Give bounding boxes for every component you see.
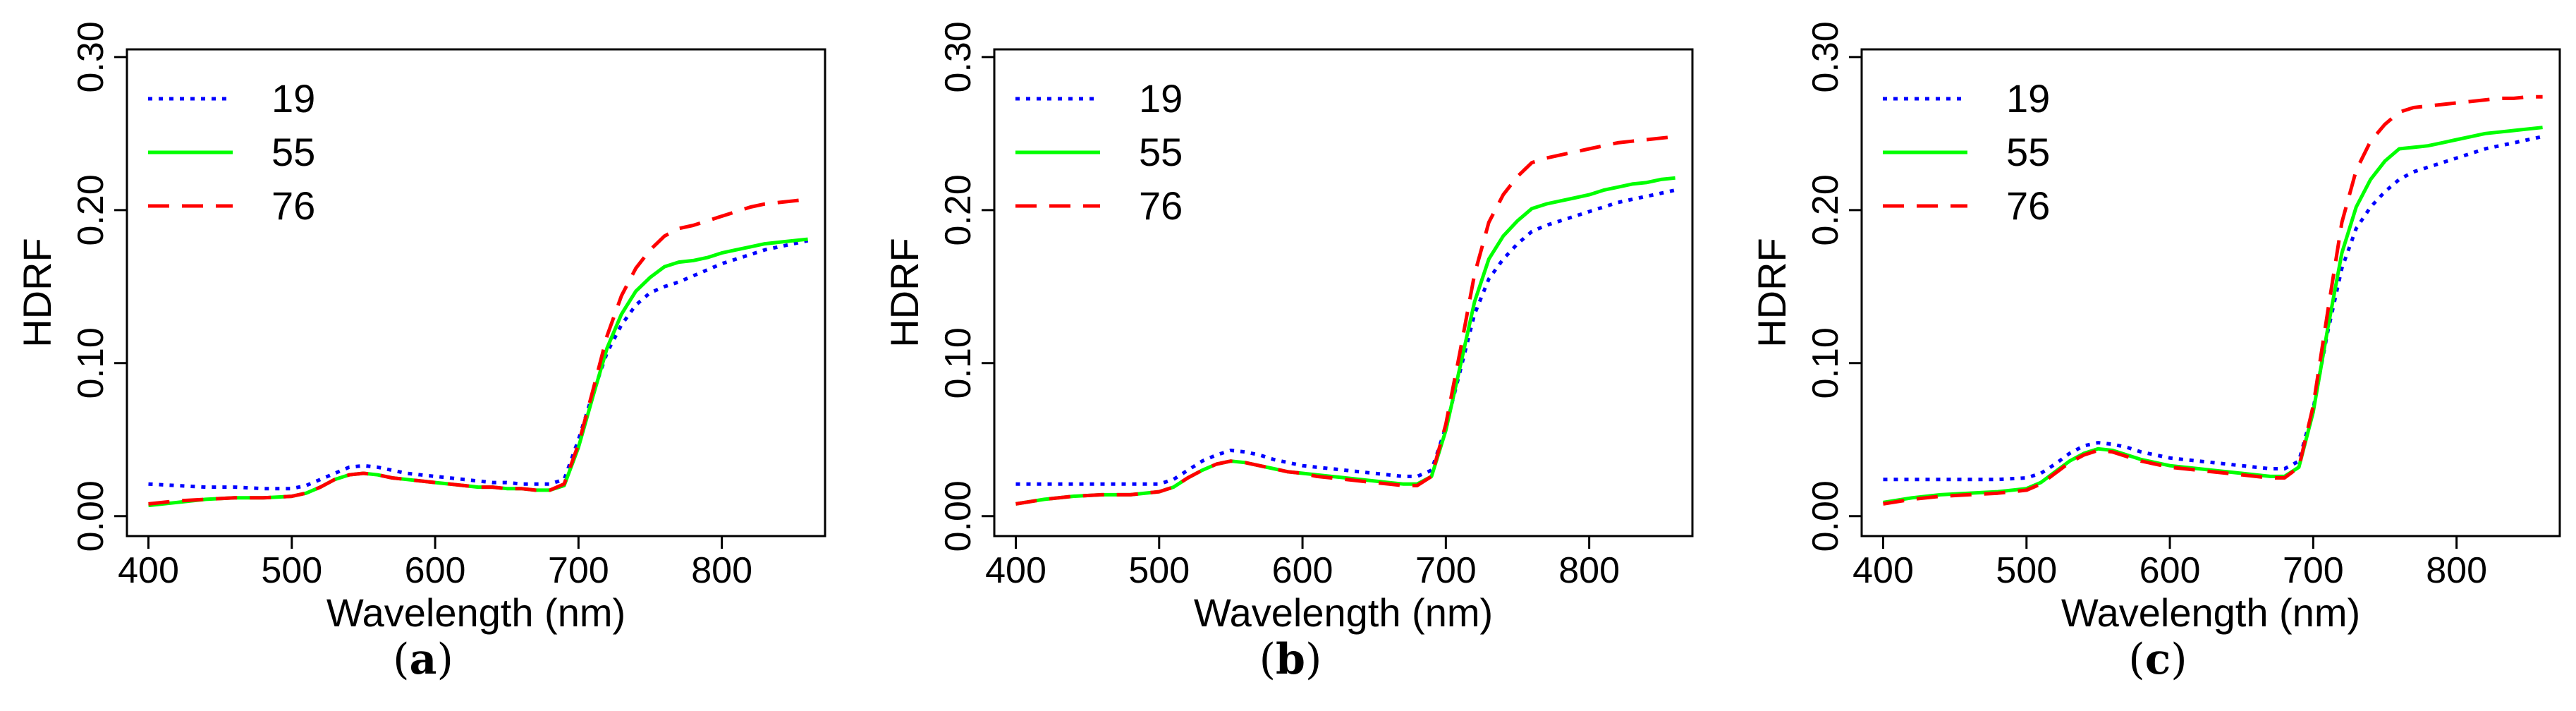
y-tick-label-a-3: 0.30 bbox=[71, 21, 111, 92]
series-line-b-55 bbox=[1015, 176, 1675, 506]
x-axis-label-c: Wavelength (nm) bbox=[2061, 590, 2360, 635]
plot-frame-b bbox=[993, 48, 1694, 537]
chart-panel-a: 400 500 600 700 800 0.00 0.10 0.20 0.30 Wavelengt… bbox=[15, 21, 826, 635]
chart-panel-c: 400 500 600 700 800 0.00 0.10 0.20 0.30 Wavelengt… bbox=[1750, 21, 2561, 635]
series-line-c-19 bbox=[1883, 135, 2544, 482]
series-line-c-76 bbox=[1883, 95, 2543, 506]
series-line-a-55 bbox=[148, 237, 808, 508]
x-tick-label-b-700: 700 bbox=[1415, 550, 1477, 591]
x-tick-label-c-700: 700 bbox=[2283, 550, 2344, 591]
legend-label-c-55: 55 bbox=[2006, 130, 2050, 174]
series-line-b-76 bbox=[1015, 135, 1675, 506]
plot-frame-a bbox=[126, 48, 826, 537]
y-tick-label-c-2: 0.20 bbox=[1805, 174, 1846, 245]
x-tick-label-c-500: 500 bbox=[1996, 550, 2057, 591]
legend-label-a-19: 19 bbox=[271, 76, 315, 121]
panel-caption-c: (c) bbox=[2128, 635, 2187, 684]
x-tick-label-a-600: 600 bbox=[405, 550, 466, 591]
legend-label-b-19: 19 bbox=[1139, 76, 1183, 121]
y-tick-label-b-2: 0.20 bbox=[938, 174, 979, 245]
series-line-a-19 bbox=[148, 238, 809, 491]
panel-caption-b-letter: b bbox=[1276, 635, 1305, 684]
x-axis-label-a: Wavelength (nm) bbox=[326, 590, 625, 635]
y-tick-label-c-0: 0.00 bbox=[1805, 480, 1846, 552]
y-axis-label-c: HDRF bbox=[1750, 238, 1794, 348]
y-tick-label-b-1: 0.10 bbox=[938, 327, 979, 399]
x-tick-label-b-500: 500 bbox=[1128, 550, 1190, 591]
plot-frame-c bbox=[1860, 48, 2561, 537]
x-tick-label-b-600: 600 bbox=[1272, 550, 1333, 591]
x-tick-label-a-400: 400 bbox=[118, 550, 179, 591]
y-axis-label-a: HDRF bbox=[15, 238, 59, 348]
y-axis-label-b: HDRF bbox=[882, 238, 927, 348]
y-tick-label-b-0: 0.00 bbox=[938, 480, 979, 552]
y-tick-label-b-3: 0.30 bbox=[938, 21, 979, 92]
x-tick-label-a-800: 800 bbox=[691, 550, 752, 591]
series-line-c-55 bbox=[1883, 126, 2543, 504]
legend-label-b-76: 76 bbox=[1139, 183, 1183, 228]
legend-label-c-76: 76 bbox=[2006, 183, 2050, 228]
x-tick-label-c-800: 800 bbox=[2426, 550, 2487, 591]
series-line-a-76 bbox=[148, 198, 808, 506]
chart-panel-b: 400 500 600 700 800 0.00 0.10 0.20 0.30 Wavelengt… bbox=[882, 21, 1694, 635]
series-line-b-19 bbox=[1015, 188, 1676, 486]
panel-caption-a: (a) bbox=[393, 635, 453, 684]
panel-caption-c-letter: c bbox=[2144, 635, 2171, 684]
x-tick-label-b-400: 400 bbox=[985, 550, 1046, 591]
x-tick-label-a-500: 500 bbox=[261, 550, 322, 591]
legend-label-b-55: 55 bbox=[1139, 130, 1183, 174]
y-tick-label-a-0: 0.00 bbox=[71, 480, 111, 552]
y-tick-label-c-1: 0.10 bbox=[1805, 327, 1846, 399]
x-tick-label-c-400: 400 bbox=[1852, 550, 1914, 591]
x-tick-label-c-600: 600 bbox=[2139, 550, 2201, 591]
legend-label-c-19: 19 bbox=[2006, 76, 2050, 121]
panel-caption-b: (b) bbox=[1259, 635, 1322, 684]
legend-label-a-55: 55 bbox=[271, 130, 315, 174]
legend-label-a-76: 76 bbox=[271, 183, 315, 228]
panel-caption-a-letter: a bbox=[409, 635, 437, 684]
y-tick-label-c-3: 0.30 bbox=[1805, 21, 1846, 92]
x-tick-label-b-800: 800 bbox=[1558, 550, 1620, 591]
x-axis-label-b: Wavelength (nm) bbox=[1194, 590, 1493, 635]
y-tick-label-a-2: 0.20 bbox=[71, 174, 111, 245]
x-tick-label-a-700: 700 bbox=[548, 550, 609, 591]
y-tick-label-a-1: 0.10 bbox=[71, 327, 111, 399]
